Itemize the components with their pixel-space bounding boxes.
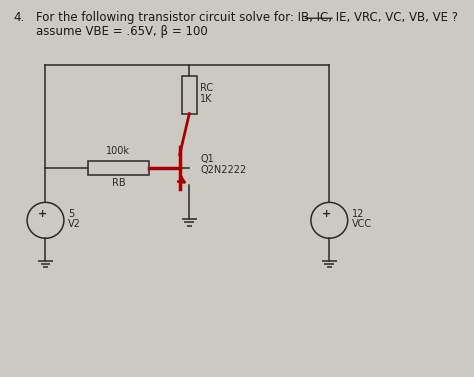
Text: 4.: 4. [13,11,24,24]
Text: 12: 12 [352,208,364,219]
Text: For the following transistor circuit solve for: IB, IC, IE, VRC, VC, VB, VE ?: For the following transistor circuit sol… [36,11,458,24]
Text: Q1: Q1 [200,153,214,164]
Text: +: + [321,208,331,219]
Text: RC: RC [200,83,213,93]
Text: 1K: 1K [200,94,212,104]
Text: 100k: 100k [106,146,130,156]
Text: 5: 5 [68,208,74,219]
Bar [88,161,149,175]
Text: RB: RB [111,178,125,188]
Text: +: + [38,208,47,219]
Text: Q2N2222: Q2N2222 [200,165,246,175]
Bar [182,76,197,113]
Text: V2: V2 [68,219,81,229]
Text: assume VBE = .65V, β = 100: assume VBE = .65V, β = 100 [36,25,208,38]
Text: VCC: VCC [352,219,372,229]
